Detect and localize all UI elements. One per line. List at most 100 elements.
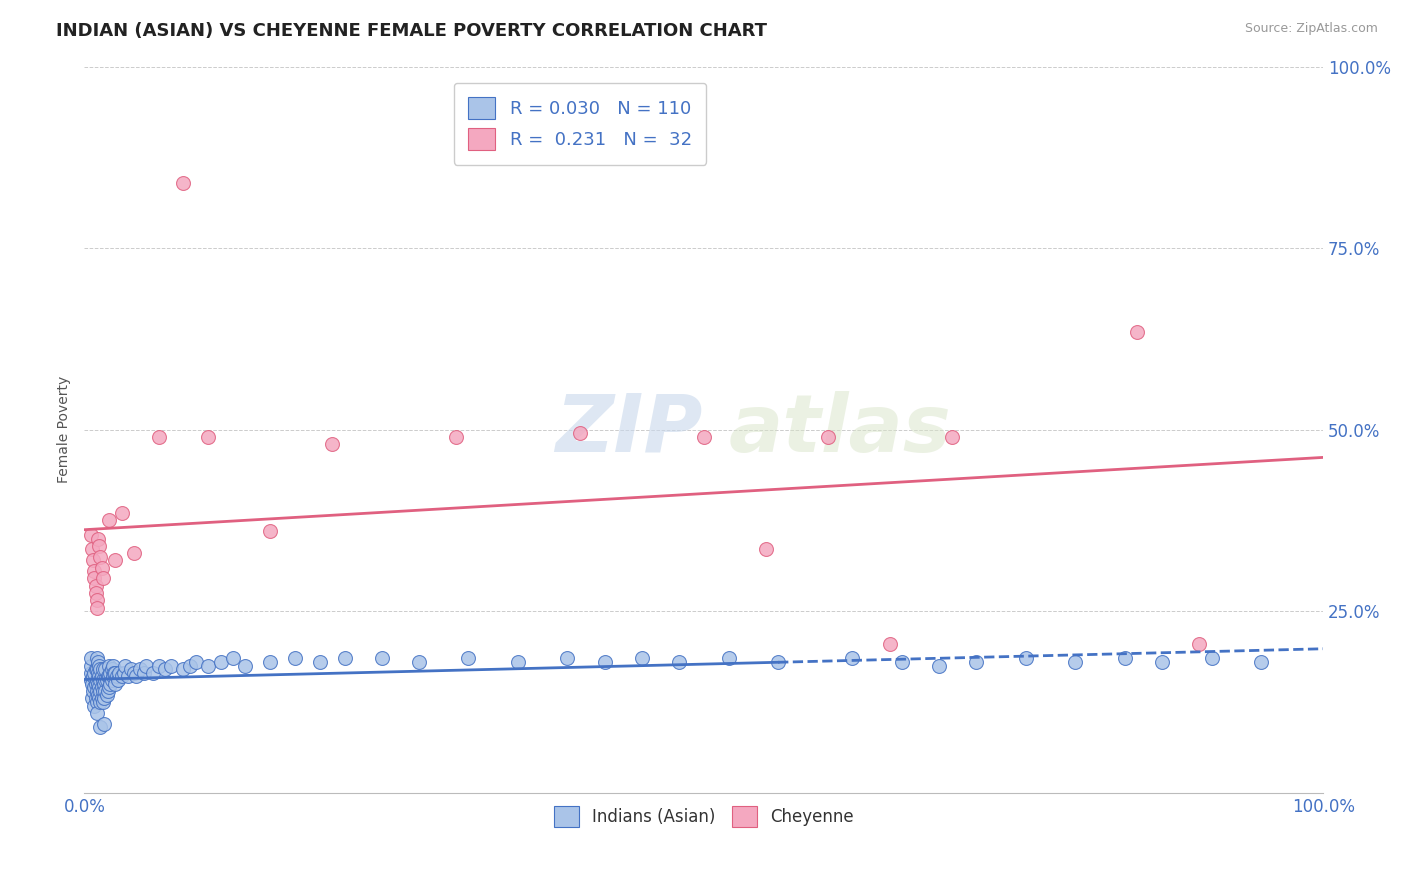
Point — [891, 655, 914, 669]
Point — [82, 669, 104, 683]
Point — [83, 572, 105, 586]
Point — [104, 677, 127, 691]
Point — [91, 684, 114, 698]
Point — [148, 430, 170, 444]
Point — [101, 658, 124, 673]
Point — [100, 662, 122, 676]
Point — [87, 532, 110, 546]
Point — [110, 669, 132, 683]
Point — [89, 691, 111, 706]
Point — [408, 655, 430, 669]
Point — [120, 662, 142, 676]
Point — [766, 655, 789, 669]
Point — [129, 662, 152, 676]
Point — [87, 655, 110, 669]
Point — [97, 669, 120, 683]
Point — [308, 655, 330, 669]
Point — [90, 681, 112, 695]
Point — [103, 665, 125, 680]
Point — [172, 176, 194, 190]
Point — [89, 684, 111, 698]
Point — [79, 665, 101, 680]
Point — [1250, 655, 1272, 669]
Point — [94, 673, 117, 687]
Point — [96, 673, 118, 687]
Point — [693, 430, 716, 444]
Point — [668, 655, 690, 669]
Point — [83, 698, 105, 713]
Point — [93, 691, 115, 706]
Point — [84, 677, 107, 691]
Point — [86, 651, 108, 665]
Point — [83, 681, 105, 695]
Point — [222, 651, 245, 665]
Point — [122, 546, 145, 560]
Point — [79, 673, 101, 687]
Point — [90, 691, 112, 706]
Point — [87, 688, 110, 702]
Point — [90, 560, 112, 574]
Point — [105, 669, 128, 683]
Point — [89, 695, 111, 709]
Point — [87, 677, 110, 691]
Point — [148, 658, 170, 673]
Point — [965, 655, 987, 669]
Point — [94, 662, 117, 676]
Point — [841, 651, 863, 665]
Point — [98, 513, 121, 527]
Point — [321, 437, 343, 451]
Point — [112, 665, 135, 680]
Point — [89, 669, 111, 683]
Point — [755, 542, 778, 557]
Point — [82, 684, 104, 698]
Point — [104, 553, 127, 567]
Point — [86, 593, 108, 607]
Point — [89, 662, 111, 676]
Point — [457, 651, 479, 665]
Point — [86, 706, 108, 720]
Point — [444, 430, 467, 444]
Point — [370, 651, 392, 665]
Point — [82, 553, 104, 567]
Point — [568, 426, 591, 441]
Y-axis label: Female Poverty: Female Poverty — [58, 376, 72, 483]
Point — [79, 658, 101, 673]
Point — [259, 655, 281, 669]
Point — [132, 665, 155, 680]
Point — [84, 586, 107, 600]
Point — [79, 528, 101, 542]
Point — [89, 681, 111, 695]
Point — [84, 691, 107, 706]
Point — [90, 669, 112, 683]
Point — [89, 720, 111, 734]
Point — [98, 669, 121, 683]
Point — [80, 677, 103, 691]
Point — [100, 673, 122, 687]
Point — [125, 669, 148, 683]
Point — [197, 658, 219, 673]
Point — [96, 688, 118, 702]
Point — [97, 684, 120, 698]
Point — [91, 662, 114, 676]
Point — [1064, 655, 1087, 669]
Point — [1152, 655, 1174, 669]
Point — [259, 524, 281, 539]
Point — [630, 651, 652, 665]
Point — [197, 430, 219, 444]
Point — [83, 564, 105, 578]
Point — [557, 651, 579, 665]
Point — [93, 677, 115, 691]
Point — [160, 658, 183, 673]
Point — [79, 651, 101, 665]
Point — [114, 658, 136, 673]
Point — [179, 658, 201, 673]
Point — [89, 549, 111, 564]
Point — [91, 695, 114, 709]
Point — [98, 681, 121, 695]
Point — [879, 637, 901, 651]
Legend: Indians (Asian), Cheyenne: Indians (Asian), Cheyenne — [546, 798, 862, 835]
Point — [83, 665, 105, 680]
Point — [89, 658, 111, 673]
Point — [172, 662, 194, 676]
Point — [209, 655, 232, 669]
